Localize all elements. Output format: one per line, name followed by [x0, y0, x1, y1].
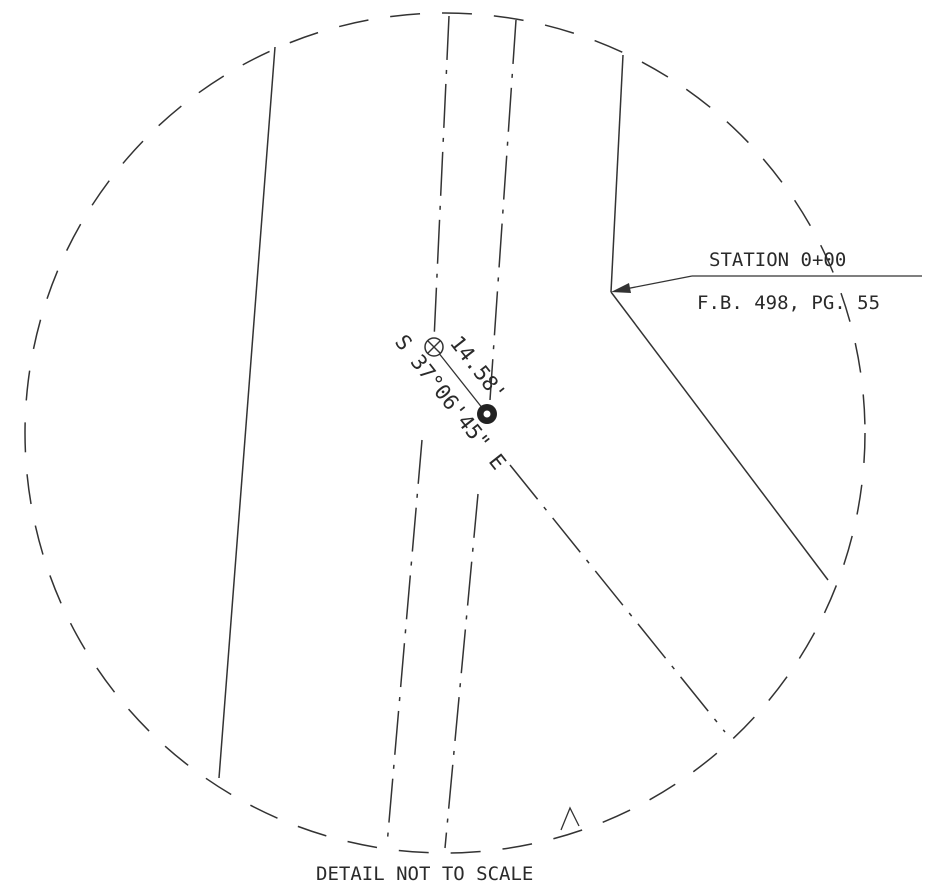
small-triangle-mark — [560, 806, 580, 831]
right-vertical-line — [610, 54, 624, 293]
crossed-circle-icon — [424, 337, 444, 357]
tie-line — [433, 346, 488, 415]
footer-note: DETAIL NOT TO SCALE — [316, 863, 533, 885]
offset-line-lower — [444, 493, 479, 849]
detail-boundary-circle — [24, 12, 866, 854]
arrowhead-icon — [611, 283, 631, 293]
centerline-upper — [433, 15, 450, 341]
offset-line-upper — [489, 19, 517, 401]
field-book-label: F.B. 498, PG. 55 — [697, 292, 880, 314]
right-diagonal-line — [610, 291, 829, 581]
diagonal-line — [509, 464, 726, 733]
filled-circle-icon — [477, 404, 497, 424]
centerline-lower — [386, 439, 423, 846]
left-edge-line — [218, 46, 276, 779]
station-label: STATION 0+00 — [709, 249, 846, 271]
